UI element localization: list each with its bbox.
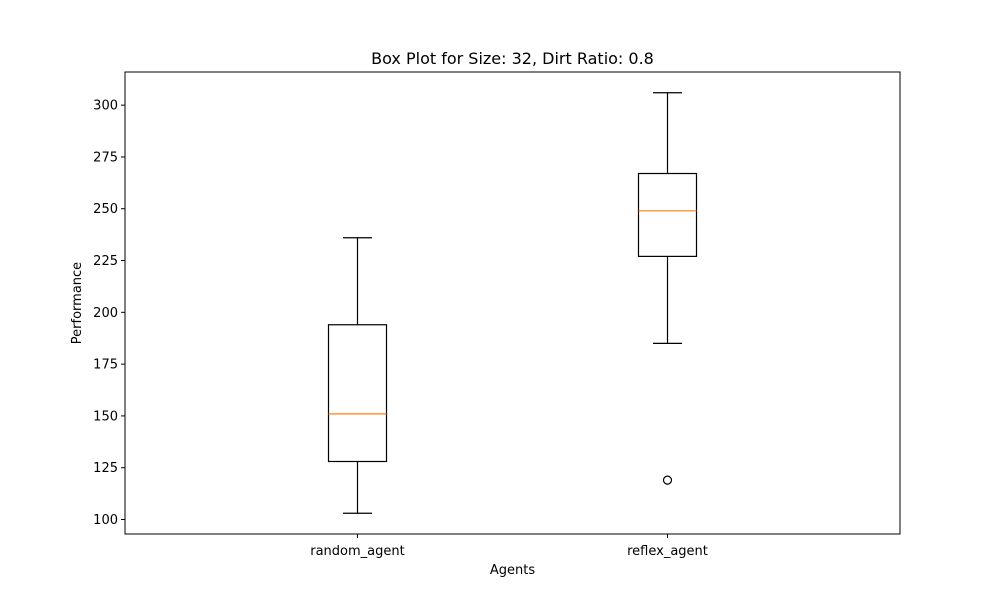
y-tick-label: 100 bbox=[93, 513, 118, 528]
box-iqr bbox=[327, 324, 388, 463]
y-tick-label: 250 bbox=[93, 202, 118, 217]
y-tick-label: 150 bbox=[93, 409, 118, 424]
y-tick-label: 225 bbox=[93, 254, 118, 269]
box-iqr bbox=[637, 172, 698, 257]
x-tick-label: reflex_agent bbox=[627, 544, 708, 559]
plot-frame bbox=[124, 71, 901, 535]
y-tick-label: 200 bbox=[93, 306, 118, 321]
outlier-point bbox=[662, 475, 673, 485]
x-tick-label: random_agent bbox=[310, 544, 404, 559]
y-tick-label: 275 bbox=[93, 150, 118, 165]
plot-area: 100 125 150 175 200 225 250 275 300 random_agent r… bbox=[93, 92, 708, 559]
y-tick-label: 300 bbox=[93, 99, 118, 114]
chart-title: Box Plot for Size: 32, Dirt Ratio: 0.8 bbox=[371, 49, 654, 68]
x-axis-label: Agents bbox=[490, 563, 535, 578]
y-axis-label: Performance bbox=[70, 262, 85, 344]
y-tick-label: 125 bbox=[93, 461, 118, 476]
y-tick-label: 175 bbox=[93, 358, 118, 373]
